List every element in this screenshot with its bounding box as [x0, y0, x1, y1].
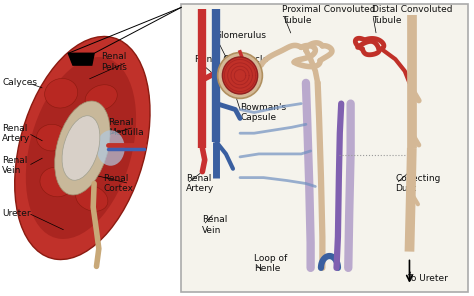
Ellipse shape	[40, 167, 73, 197]
Polygon shape	[68, 53, 94, 65]
Text: Renal
Artery: Renal Artery	[2, 123, 31, 143]
Text: Bowman's
Capsule: Bowman's Capsule	[240, 103, 286, 122]
Ellipse shape	[85, 85, 117, 111]
Text: Loop of
Henle: Loop of Henle	[254, 254, 287, 273]
Ellipse shape	[55, 101, 110, 195]
Text: Renal
Medulla: Renal Medulla	[108, 118, 144, 137]
Text: Renal
Vein: Renal Vein	[202, 215, 228, 235]
Ellipse shape	[222, 57, 258, 94]
Text: Calyces: Calyces	[2, 78, 37, 87]
Text: Collecting
Duct: Collecting Duct	[395, 174, 441, 193]
Text: Ureter: Ureter	[2, 209, 31, 218]
Ellipse shape	[97, 130, 125, 166]
Text: Renal
Cortex: Renal Cortex	[103, 174, 134, 193]
Ellipse shape	[26, 57, 136, 239]
Text: Renal
Artery: Renal Artery	[186, 174, 214, 193]
Ellipse shape	[45, 78, 78, 108]
Ellipse shape	[36, 124, 67, 151]
Text: Renal
Pelvis: Renal Pelvis	[101, 52, 127, 72]
Text: To Ureter: To Ureter	[407, 274, 448, 283]
Text: Renal
Vein: Renal Vein	[2, 156, 27, 176]
Ellipse shape	[15, 36, 150, 260]
Ellipse shape	[218, 53, 263, 99]
Text: Distal Convoluted
Tubule: Distal Convoluted Tubule	[372, 5, 452, 25]
Text: Proximal Convoluted
Tubule: Proximal Convoluted Tubule	[283, 5, 376, 25]
Text: Glomerulus: Glomerulus	[214, 31, 266, 40]
Ellipse shape	[76, 185, 108, 211]
Ellipse shape	[62, 116, 100, 180]
FancyBboxPatch shape	[181, 4, 468, 292]
Text: Renal Corpuscle: Renal Corpuscle	[195, 55, 268, 64]
